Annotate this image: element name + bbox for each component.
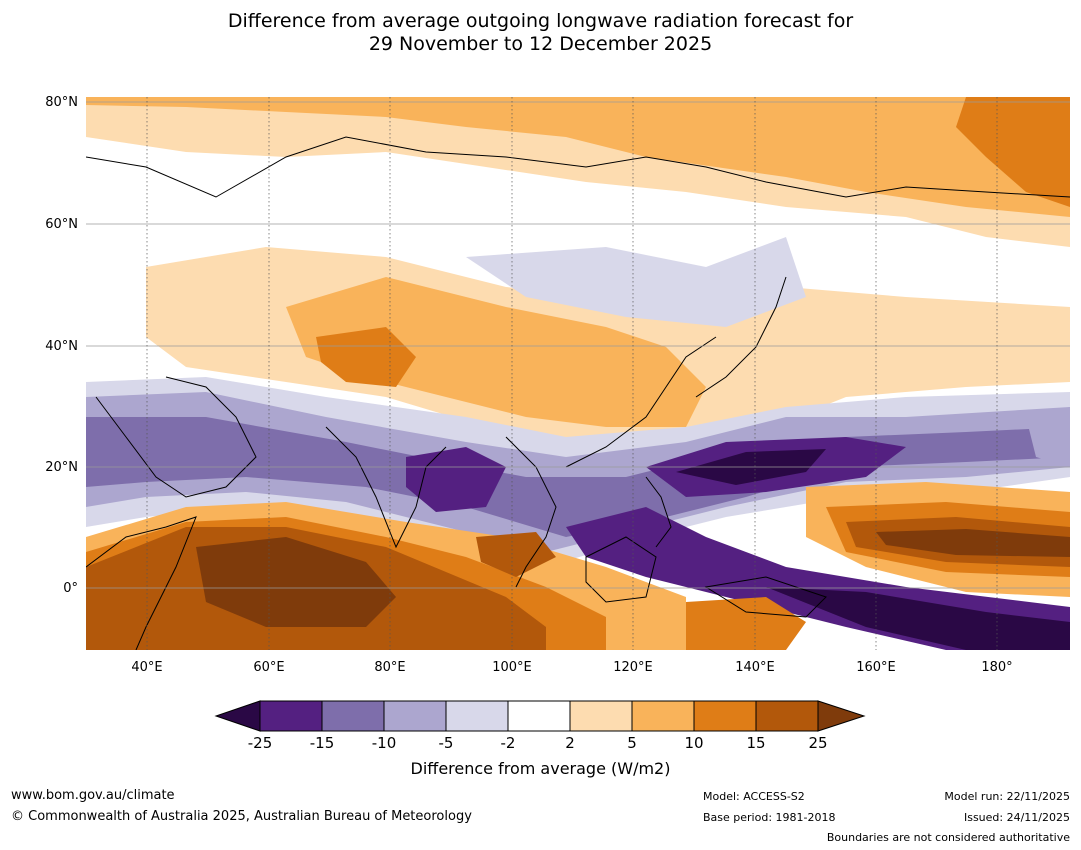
tibet-dark-orange-region: [316, 327, 416, 387]
colorbar-swatch-6: [570, 701, 632, 731]
copyright-notice: © Commonwealth of Australia 2025, Austra…: [11, 809, 472, 824]
lon-label-60e: 60°E: [253, 660, 285, 675]
colorbar-swatch-8: [694, 701, 756, 731]
colorbar-tick-5: 5: [627, 734, 637, 752]
base-period: Base period: 1981-2018: [703, 811, 836, 824]
equatorial-pacific-darkest-purple-region: [766, 587, 1070, 650]
lon-label-140e: 140°E: [735, 660, 775, 675]
colorbar-tick-10: 10: [684, 734, 704, 752]
japan-coast: [695, 276, 787, 398]
latitude-gridlines: [86, 101, 1070, 589]
chart-title: Difference from average outgoing longwav…: [0, 10, 1081, 56]
lon-label-80e: 80°E: [374, 660, 406, 675]
europe-asia-north-coast: [86, 136, 1070, 198]
lat-label-equator: 0°: [63, 581, 78, 596]
colorbar-tick-2: 2: [565, 734, 575, 752]
arabia-coast: [95, 376, 257, 498]
philippines-coast: [645, 476, 672, 548]
colorbar-tick-minus-5: -5: [438, 734, 454, 752]
china-orange-region: [286, 277, 706, 427]
lat-label-80n: 80°N: [45, 95, 78, 110]
colorbar-outline: [259, 700, 819, 732]
colorbar-swatch-9: [756, 701, 818, 731]
coastlines: [86, 136, 1070, 650]
title-line-2: 29 November to 12 December 2025: [368, 33, 713, 55]
western-pacific-purple-band: [1026, 407, 1070, 467]
lon-label-40e: 40°E: [131, 660, 163, 675]
lat-label-60n: 60°N: [45, 217, 78, 232]
colorbar-tick-minus-10: -10: [371, 734, 397, 752]
colorbar-low-extend-arrow: [214, 700, 261, 732]
map-svg: [86, 97, 1070, 650]
lon-label-180: 180°: [981, 660, 1013, 675]
colorbar-swatch-1: [260, 701, 322, 731]
colorbar-swatch-5: [508, 701, 570, 731]
africa-coast: [86, 516, 197, 650]
colorbar-swatch-7: [632, 701, 694, 731]
colorbar-swatch-2: [322, 701, 384, 731]
colorbar-tick-minus-15: -15: [309, 734, 335, 752]
colorbar-swatch-4: [446, 701, 508, 731]
lon-label-100e: 100°E: [492, 660, 532, 675]
lat-label-40n: 40°N: [45, 339, 78, 354]
colorbar-tick-minus-2: -2: [500, 734, 516, 752]
model-name: Model: ACCESS-S2: [703, 790, 805, 803]
bom-website-link[interactable]: www.bom.gov.au/climate: [11, 788, 175, 803]
southeast-asia-coast: [505, 436, 557, 588]
colorbar: [214, 700, 866, 732]
lon-label-120e: 120°E: [613, 660, 653, 675]
model-run-date: Model run: 22/11/2025: [944, 790, 1070, 803]
lon-label-160e: 160°E: [856, 660, 896, 675]
colorbar-high-extend-arrow: [817, 700, 866, 732]
colorbar-tick-25: 25: [808, 734, 828, 752]
far-east-russia-dark-orange-region: [956, 97, 1070, 207]
arctic-orange-region: [86, 97, 1070, 217]
title-line-1: Difference from average outgoing longwav…: [227, 10, 854, 32]
colorbar-dividers: [321, 701, 757, 731]
colorbar-swatch-3: [384, 701, 446, 731]
north-indian-ocean-purple-band: [86, 392, 1070, 552]
colorbar-tick-minus-25: -25: [247, 734, 273, 752]
mongolia-lavender-region: [466, 237, 806, 327]
new-guinea-coast: [704, 576, 827, 618]
bay-of-bengal-deep-purple-region: [406, 447, 506, 512]
colorbar-tick-15: 15: [746, 734, 766, 752]
olr-anomaly-map: [86, 97, 1070, 650]
sumatra-brown-region: [476, 532, 556, 577]
borneo-coast: [585, 536, 657, 603]
central-pacific-darkest-brown-region: [876, 529, 1070, 557]
boundaries-disclaimer: Boundaries are not considered authoritat…: [826, 831, 1070, 844]
issued-date: Issued: 24/11/2025: [963, 811, 1070, 824]
longitude-gridlines: [146, 97, 998, 650]
china-coast: [565, 336, 717, 468]
colorbar-label: Difference from average (W/m2): [410, 759, 671, 778]
indian-ocean-darkest-brown-region: [196, 537, 396, 627]
northern-australia-orange-region: [686, 597, 806, 650]
lat-label-20n: 20°N: [45, 460, 78, 475]
